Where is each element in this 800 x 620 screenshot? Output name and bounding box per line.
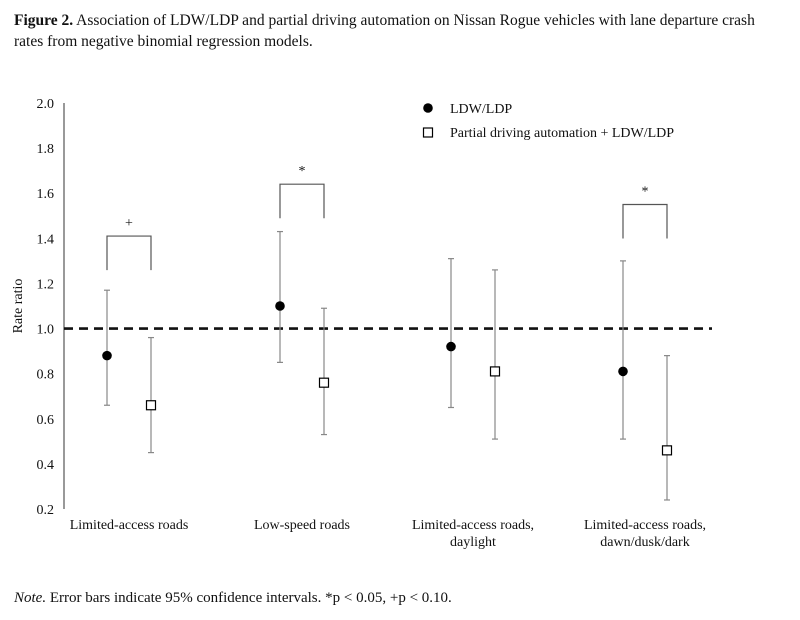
figure-note: Note. Error bars indicate 95% confidence… [14, 590, 452, 607]
data-point-ldw-ldp [102, 350, 112, 361]
data-point-partial-automation [661, 445, 673, 456]
figure-caption-text: Association of LDW/LDP and partial drivi… [14, 12, 755, 50]
y-tick-label: 2.0 [37, 97, 55, 112]
x-category-label: daylight [450, 535, 496, 550]
legend-label-partial-automation: Partial driving automation + LDW/LDP [450, 126, 674, 141]
data-point-ldw-ldp [275, 301, 285, 311]
legend-label-ldw-ldp: LDW/LDP [450, 102, 512, 117]
significance-bracket [279, 183, 325, 219]
x-category-label: Low-speed roads [254, 518, 350, 533]
figure-note-label: Note. [14, 590, 47, 606]
figure-caption-label: Figure 2. [14, 12, 74, 29]
y-tick-label: 1.8 [37, 142, 55, 157]
y-tick-label: 1.6 [37, 187, 55, 202]
data-point-partial-automation [145, 400, 157, 411]
x-category-label: Limited-access roads, [584, 518, 706, 533]
data-point-ldw-ldp [618, 366, 628, 377]
y-axis-label: Rate ratio [11, 279, 26, 334]
y-tick-label: 0.6 [37, 413, 55, 428]
y-tick-label: 1.4 [37, 232, 55, 247]
data-point-partial-automation [489, 366, 501, 377]
x-category-label: Limited-access roads [70, 518, 189, 533]
figure-caption: Figure 2. Association of LDW/LDP and par… [14, 10, 786, 52]
figure-note-text: Error bars indicate 95% confidence inter… [49, 590, 452, 606]
significance-bracket [622, 203, 668, 239]
significance-marker: * [642, 185, 649, 200]
significance-marker: + [125, 216, 133, 231]
significance-bracket [106, 235, 152, 271]
y-tick-label: 0.2 [37, 503, 55, 518]
x-category-label: Limited-access roads, [412, 518, 534, 533]
data-point-ldw-ldp [446, 341, 456, 352]
y-tick-label: 0.8 [37, 368, 55, 383]
legend-marker-ldw-ldp [423, 103, 433, 113]
legend-marker-partial-automation [422, 127, 434, 138]
y-tick-label: 0.4 [37, 458, 55, 473]
y-tick-label: 1.2 [37, 277, 55, 292]
y-tick-label: 1.0 [37, 323, 55, 338]
significance-marker: * [299, 164, 306, 179]
data-point-partial-automation [318, 377, 330, 388]
x-category-label: dawn/dusk/dark [600, 535, 689, 550]
